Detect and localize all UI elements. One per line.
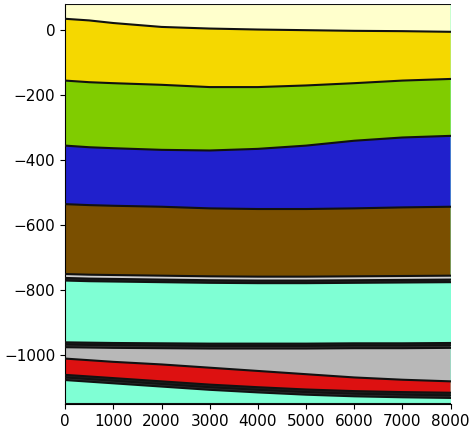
Polygon shape [65,359,451,393]
Polygon shape [65,4,451,32]
Polygon shape [65,274,451,281]
Polygon shape [65,136,451,209]
Polygon shape [65,345,451,349]
Polygon shape [65,19,451,87]
Polygon shape [65,380,451,404]
Polygon shape [65,343,451,346]
Polygon shape [65,375,451,395]
Polygon shape [65,204,451,277]
Polygon shape [65,347,451,381]
Polygon shape [65,79,451,151]
Polygon shape [65,378,451,398]
Polygon shape [65,281,451,344]
Polygon shape [65,278,451,283]
